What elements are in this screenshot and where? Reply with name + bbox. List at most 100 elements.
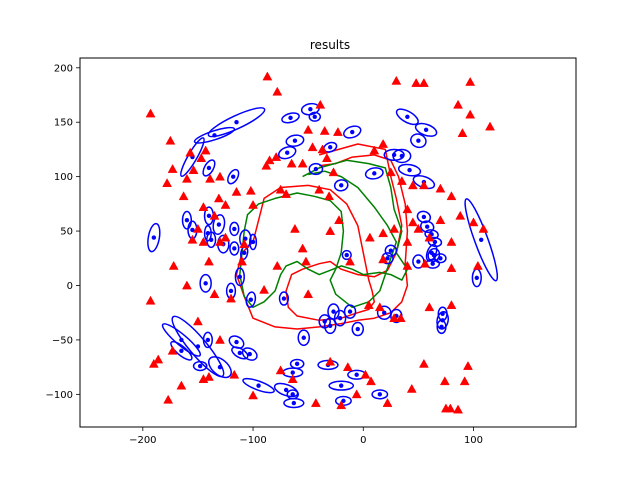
ellipse-outline [308,162,324,176]
landmark-point [209,210,220,220]
landmark-point [287,374,298,383]
ellipse-center-point [440,311,445,316]
landmark-point [215,236,225,246]
ellipse-center-point [217,364,223,370]
ellipse-layer [147,102,499,409]
ellipse-center-point [416,138,421,143]
uncertainty-ellipse [414,122,438,137]
landmark-point [325,356,336,366]
landmark-point [239,239,250,248]
ellipse-outline [397,163,422,177]
landmark-point [378,138,389,148]
ellipse-center-point [372,171,377,176]
ellipse-outline [234,267,245,287]
landmark-point [360,369,371,379]
uncertainty-ellipse [228,335,245,349]
landmark-point [378,254,389,264]
landmark-point [402,260,413,270]
ellipse-center-point [288,115,293,121]
ellipse-center-point [391,152,397,158]
ellipse-center-point [247,351,252,357]
landmark-point [248,390,258,400]
landmark-point [178,191,189,201]
trajectory-line [235,143,409,330]
landmark-point [213,193,224,203]
ellipse-center-point [301,335,306,340]
landmark-point [468,217,479,227]
landmark-point [391,75,402,85]
ellipse-outline [341,249,352,261]
landmark-point [272,86,283,96]
landmark-point [204,256,214,266]
landmark-point [459,376,470,386]
ellipse-center-point [385,256,390,261]
landmark-point [324,191,335,201]
landmark-point [407,217,418,227]
ellipse-outline [289,358,305,370]
uncertainty-ellipse [308,162,324,176]
ellipse-outline [410,133,427,149]
ellipse-center-point [479,237,484,242]
ellipse-outline [343,125,362,139]
uncertainty-ellipse [170,340,193,361]
uncertainty-ellipse [297,329,311,347]
uncertainty-ellipse [241,347,258,361]
uncertainty-ellipse [289,358,305,370]
ellipse-center-point [425,224,430,229]
uncertainty-ellipse [245,291,257,308]
landmark-point [261,160,272,170]
uncertainty-ellipse [192,360,208,372]
uncertainty-ellipse [364,167,384,180]
landmark-point [463,361,473,370]
landmark-point [317,144,328,154]
ellipse-center-point [250,239,256,245]
ellipse-center-point [339,183,344,188]
landmark-point [188,165,199,174]
landmark-point [420,258,430,268]
ellipse-center-point [232,246,237,251]
landmark-point [220,199,231,209]
landmark-point [220,232,231,242]
uncertainty-ellipse [371,389,389,400]
uncertainty-ellipse [281,112,300,124]
landmark-point [286,158,297,168]
uncertainty-ellipse [300,102,320,116]
uncertainty-ellipse [333,309,347,327]
landmark-point [418,180,429,190]
ellipse-center-point [205,337,211,343]
landmark-point [275,184,286,194]
ellipse-outline [229,221,240,237]
landmark-point [389,313,400,323]
ellipse-outline [281,112,300,124]
ellipse-center-point [429,250,434,256]
ellipse-center-point [308,106,313,112]
landmark-point [272,260,283,270]
landmark-point [328,167,339,177]
ellipse-center-point [382,310,387,315]
ellipse-center-point [421,214,427,220]
ellipse-center-point [206,213,212,219]
landmark-point [315,99,326,109]
landmark-point [446,300,457,309]
ellipse-center-point [234,120,239,125]
ellipse-outline [193,126,236,144]
uncertainty-ellipse [334,395,352,407]
landmark-point [424,232,435,242]
landmark-point [364,232,375,242]
x-tick-label: 100 [464,435,483,446]
uncertainty-ellipse [206,231,217,249]
landmark-point [301,256,311,266]
ellipse-center-point [190,227,195,233]
landmark-point [435,183,446,193]
uncertainty-ellipse [286,389,299,400]
landmark-point [342,362,353,371]
landmark-layer [145,71,495,414]
landmark-point [297,158,308,168]
landmark-point [319,125,330,135]
landmark-point [167,345,178,355]
ellipse-outline [333,309,347,327]
ellipse-outline [328,380,355,391]
uncertainty-ellipse [229,221,240,237]
uncertainty-ellipse [308,111,322,122]
uncertainty-ellipse [343,304,357,319]
